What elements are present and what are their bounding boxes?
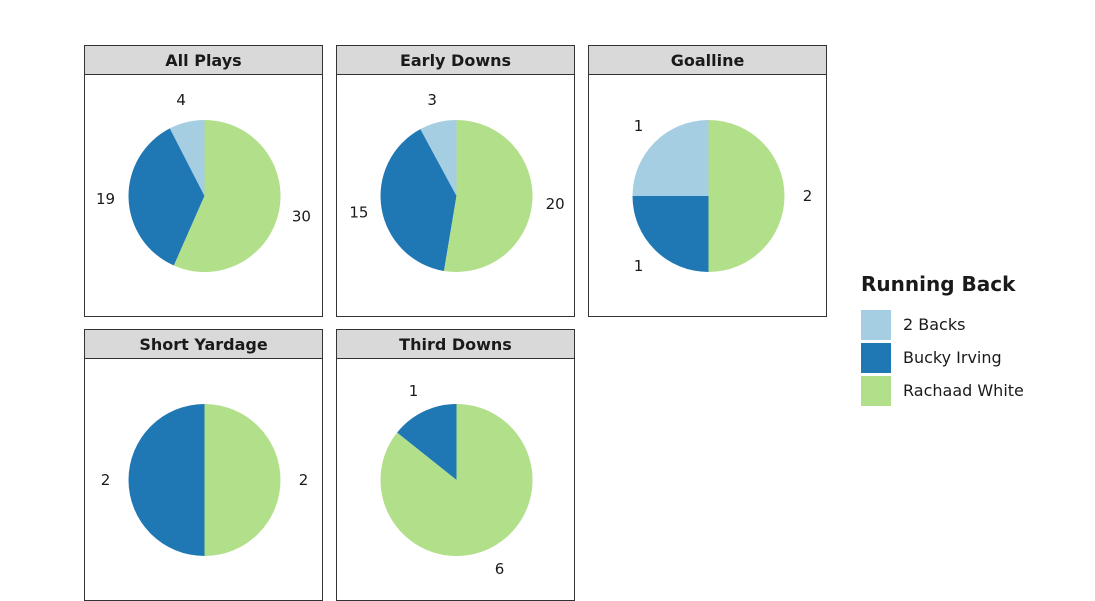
legend-item-rachaad-white: Rachaad White <box>861 374 1024 407</box>
pie-slice-rachaad-white <box>443 120 533 272</box>
slice-value-label-rachaad-white: 20 <box>546 195 565 213</box>
slice-value-label-2-backs: 4 <box>176 91 186 109</box>
pie-slice-bucky-irving <box>632 196 709 272</box>
pie-slice-bucky-irving <box>128 404 205 556</box>
pie-chart: 16 <box>380 382 533 578</box>
pie-slice-bucky-irving <box>380 129 457 271</box>
facet-strip-label: Early Downs <box>336 45 575 75</box>
facet-panel-early-downs: Early Downs 3 15 20 <box>336 45 575 317</box>
pie-chart: 3 15 20 <box>349 91 565 272</box>
legend-label-rachaad-white: Rachaad White <box>903 381 1024 400</box>
legend-item-bucky-irving: Bucky Irving <box>861 341 1024 374</box>
slice-value-label-bucky-irving: 2 <box>101 471 111 489</box>
pie-slice-rachaad-white <box>173 120 281 272</box>
pie-slice-2-backs <box>169 120 205 196</box>
pie-chart: 1 1 2 <box>632 117 813 275</box>
facet-strip-label: Short Yardage <box>84 329 323 359</box>
slice-value-label-rachaad-white: 2 <box>803 187 813 205</box>
facet-panel-third-downs: Third Downs 1 6 <box>336 329 575 601</box>
facet-strip-label: All Plays <box>84 45 323 75</box>
pie-slice-2-backs <box>632 120 709 196</box>
facet-plot-area: 1 1 2 <box>588 75 827 317</box>
pie-chart: 4 19 30 <box>96 91 311 272</box>
legend-swatch-rachaad-white <box>861 375 891 406</box>
legend-label-2-backs: 2 Backs <box>903 315 966 334</box>
legend: Running Back 2 Backs Bucky Irving Rachaa… <box>861 272 1024 407</box>
slice-value-label-bucky-irving: 1 <box>409 382 419 400</box>
pie-slice-rachaad-white <box>204 404 281 556</box>
slice-value-label-rachaad-white: 6 <box>495 560 505 578</box>
pie-slice-bucky-irving <box>397 404 457 480</box>
slice-value-label-bucky-irving: 15 <box>349 203 368 221</box>
legend-label-bucky-irving: Bucky Irving <box>903 348 1002 367</box>
legend-item-2-backs: 2 Backs <box>861 308 1024 341</box>
legend-swatch-bucky-irving <box>861 342 891 373</box>
pie-slice-rachaad-white <box>708 120 785 272</box>
facet-plot-area: 3 15 20 <box>336 75 575 317</box>
pie-slice-bucky-irving <box>128 128 205 266</box>
slice-value-label-bucky-irving: 19 <box>96 190 115 208</box>
facet-panel-goalline: Goalline 1 1 2 <box>588 45 827 317</box>
legend-swatch-2-backs <box>861 309 891 340</box>
slice-value-label-rachaad-white: 30 <box>292 207 311 225</box>
slice-value-label-2-backs: 3 <box>427 91 437 109</box>
pie-slice-2-backs <box>420 120 457 196</box>
slice-value-label-bucky-irving: 1 <box>634 257 644 275</box>
facet-panel-short-yardage: Short Yardage 2 2 <box>84 329 323 601</box>
facet-strip-label: Third Downs <box>336 329 575 359</box>
legend-title: Running Back <box>861 272 1016 296</box>
slice-value-label-2-backs: 1 <box>634 117 644 135</box>
facet-plot-area: 4 19 30 <box>84 75 323 317</box>
slice-value-label-rachaad-white: 2 <box>299 471 309 489</box>
pie-slice-rachaad-white <box>380 404 533 556</box>
facet-strip-label: Goalline <box>588 45 827 75</box>
facet-panel-all-plays: All Plays 4 19 30 <box>84 45 323 317</box>
